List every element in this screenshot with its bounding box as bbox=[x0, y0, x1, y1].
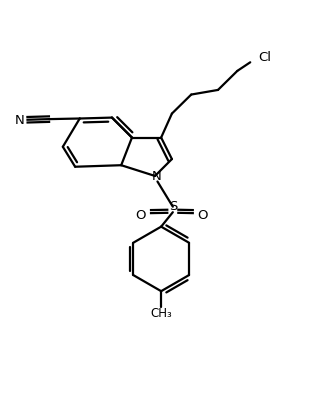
Text: Cl: Cl bbox=[258, 51, 271, 64]
Text: N: N bbox=[15, 114, 25, 127]
Text: O: O bbox=[198, 209, 208, 222]
Text: S: S bbox=[169, 200, 177, 213]
Text: N: N bbox=[152, 170, 162, 183]
Text: CH₃: CH₃ bbox=[150, 307, 172, 320]
Text: O: O bbox=[135, 209, 146, 222]
